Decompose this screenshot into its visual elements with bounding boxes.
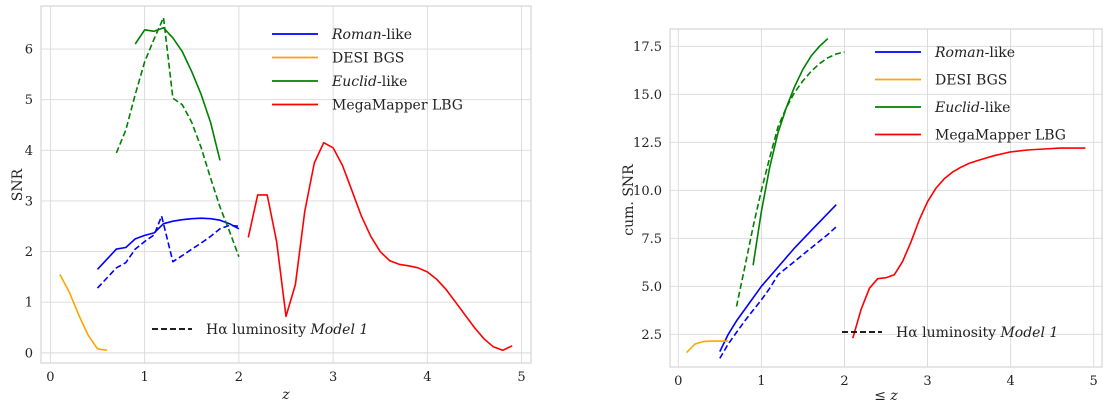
x-tick-labels: 0 1 2 3 4 5 [46,370,525,385]
y-tick-label: 17.5 [633,40,662,55]
series-line-roman-like [719,204,837,352]
snr-panel: 0 1 2 3 4 5 0 1 2 3 4 5 6 z SNR Roman-like DESI BGS E… [10,5,532,403]
series-line-megamapper-lbg [247,141,513,352]
series-line-roman-like-dashed [96,215,239,289]
y-tick-label: 5.0 [641,280,662,295]
y-axis-label: cum. SNR [621,164,637,236]
style-note-label: Hα luminosity Model 1 [206,322,368,338]
legend-label: Euclid-like [934,100,1010,116]
x-tick-label: 2 [840,374,848,389]
x-tick-labels: 0 1 2 3 4 5 [674,374,1098,389]
x-tick-label: 0 [674,374,682,389]
legend-label: Euclid-like [331,74,407,90]
y-tick-label: 6 [25,43,33,58]
series-lines [59,16,513,352]
legend-label: MegaMapper LBG [935,128,1066,144]
y-tick-label: 7.5 [641,232,662,247]
legend: Roman-like DESI BGS Euclid-like MegaMapper … [272,27,463,114]
y-tick-label: 2.5 [641,328,662,343]
legend-label: MegaMapper LBG [332,98,463,114]
y-tick-labels: 2.5 5.0 7.5 10.0 12.5 15.0 17.5 [633,40,662,343]
x-tick-label: 0 [46,370,54,385]
series-line-roman-like [96,217,240,270]
style-note: Hα luminosity Model 1 [842,325,1058,341]
x-tick-label: 5 [1090,374,1098,389]
legend-label: DESI BGS [332,51,404,67]
series-line-desi-bgs [686,340,729,354]
y-tick-label: 5 [25,93,33,108]
x-tick-label: 1 [757,374,765,389]
legend-label: Roman-like [934,45,1015,61]
x-tick-label: 4 [423,370,431,385]
series-line-euclid-like [134,26,221,161]
series-line-desi-bgs [59,274,108,352]
style-note: Hα luminosity Model 1 [152,322,368,338]
y-tick-label: 2 [25,245,33,260]
x-tick-label: 3 [329,370,337,385]
series-line-roman-like-dashed [719,226,837,359]
x-tick-label: 3 [923,374,931,389]
legend-label: Roman-like [331,27,412,43]
y-tick-label: 15.0 [633,88,662,103]
y-tick-label: 1 [25,296,33,311]
y-tick-label: 4 [25,144,33,159]
grid-lines [41,6,531,363]
y-tick-label: 12.5 [633,136,662,151]
series-lines [686,38,1086,359]
y-tick-label: 3 [25,194,33,209]
x-axis-label: ≤ z [874,388,898,404]
plot-area-frame [40,5,532,364]
plot-area-frame [669,28,1103,368]
y-tick-labels: 0 1 2 3 4 5 6 [25,43,33,362]
legend: Roman-like DESI BGS Euclid-like MegaMapper … [875,45,1066,144]
y-axis-label: SNR [10,168,26,201]
y-tick-label: 0 [25,346,33,361]
series-line-megamapper-lbg [852,147,1086,339]
x-tick-label: 5 [517,370,525,385]
cum-snr-panel: 0 1 2 3 4 5 2.5 5.0 7.5 10.0 12.5 15.0 17.5 ≤ z cum… [621,28,1103,404]
x-axis-label: z [281,387,290,403]
series-line-euclid-like-dashed [115,16,240,257]
series-line-euclid-like [752,38,829,266]
x-tick-label: 2 [235,370,243,385]
y-tick-label: 10.0 [633,184,662,199]
x-tick-label: 1 [141,370,149,385]
legend-label: DESI BGS [935,73,1007,89]
x-tick-label: 4 [1006,374,1014,389]
grid-lines [670,29,1102,367]
style-note-label: Hα luminosity Model 1 [896,325,1058,341]
